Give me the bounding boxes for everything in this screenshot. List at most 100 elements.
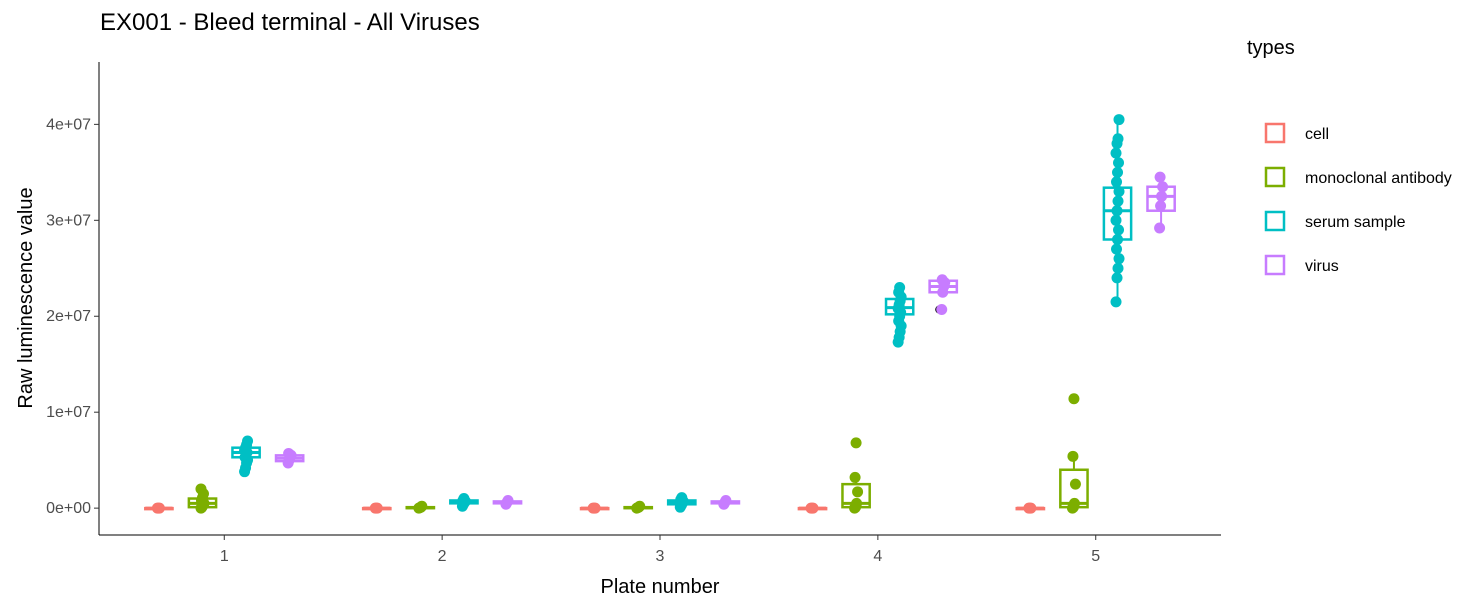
y-axis-title: Raw luminescence value (15, 187, 37, 408)
legend-title: types (1247, 37, 1295, 59)
x-axis-ticks: 1 2 3 4 5 (220, 535, 1100, 565)
x-tick-label: 1 (220, 548, 229, 565)
legend-label: monoclonal antibody (1305, 170, 1452, 187)
data-point (416, 500, 428, 512)
y-tick-label: 2e+07 (46, 308, 91, 325)
boxplot (1102, 114, 1133, 308)
data-point (634, 500, 646, 512)
data-point (1111, 243, 1123, 255)
data-point (1068, 393, 1080, 405)
x-tick-label: 5 (1091, 548, 1100, 565)
x-axis-title: Plate number (601, 576, 720, 598)
boxplot (884, 281, 915, 348)
series-cell (144, 502, 1046, 514)
data-point (894, 281, 906, 293)
data-point (1110, 147, 1122, 159)
data-point (852, 486, 864, 498)
data-point (1112, 133, 1124, 145)
data-point (1113, 114, 1125, 126)
legend-key (1264, 122, 1286, 144)
x-tick-label: 3 (656, 548, 665, 565)
boxplot (231, 435, 261, 478)
data-point (1157, 181, 1169, 193)
legend-label: cell (1305, 126, 1329, 143)
data-point (676, 492, 688, 504)
legend-label: serum sample (1305, 214, 1406, 231)
data-point (1113, 157, 1125, 169)
data-point (1113, 186, 1125, 198)
plot-area (144, 114, 1176, 514)
data-point (1112, 262, 1124, 274)
data-point (1155, 200, 1167, 212)
data-point (283, 447, 295, 459)
y-tick-label: 0e+00 (46, 500, 91, 517)
data-point (1067, 450, 1079, 462)
x-tick-label: 4 (873, 548, 882, 565)
boxplot (928, 274, 959, 316)
boxplot (361, 502, 392, 514)
boxplot (841, 437, 871, 514)
data-point (589, 502, 601, 514)
data-point (850, 437, 862, 449)
data-point (1156, 190, 1168, 202)
data-point (807, 502, 819, 514)
boxplot (710, 494, 741, 510)
legend-label: virus (1305, 258, 1339, 275)
data-point (371, 502, 383, 514)
x-tick-label: 2 (438, 548, 447, 565)
y-tick-label: 3e+07 (46, 212, 91, 229)
data-point (153, 502, 165, 514)
chart-title: EX001 - Bleed terminal - All Viruses (100, 9, 480, 36)
data-point (1113, 253, 1125, 265)
data-point (1025, 502, 1037, 514)
series-serum-sample (231, 114, 1133, 513)
boxplot (1146, 171, 1176, 234)
data-point (502, 494, 514, 506)
legend-item: monoclonal antibody (1264, 166, 1452, 188)
boxplot (623, 500, 654, 514)
data-point (1154, 222, 1166, 234)
data-point (1068, 497, 1080, 509)
boxplot (666, 492, 697, 513)
data-point (1110, 214, 1122, 226)
data-point (1111, 205, 1123, 217)
legend-key (1264, 254, 1286, 276)
data-point (720, 494, 732, 506)
data-point (195, 483, 207, 495)
boxplot (274, 447, 305, 469)
legend: types cell monoclonal antibody serum sampl… (1247, 37, 1452, 276)
legend-key (1264, 166, 1286, 188)
boxplot (492, 494, 523, 510)
legend-key (1264, 210, 1286, 232)
series-virus (274, 171, 1176, 510)
data-point (458, 493, 470, 505)
boxplot (1015, 502, 1046, 514)
boxplot (405, 500, 436, 514)
data-point (851, 497, 863, 509)
y-axis-ticks: 0e+00 1e+07 2e+07 3e+07 4e+07 (46, 116, 99, 517)
legend-item: serum sample (1264, 210, 1406, 232)
boxplot (1059, 393, 1089, 514)
y-tick-label: 1e+07 (46, 404, 91, 421)
boxplot (187, 483, 218, 514)
data-point (849, 471, 861, 483)
boxplot (579, 502, 610, 514)
data-point (1110, 296, 1122, 308)
data-point (242, 435, 254, 447)
y-tick-label: 4e+07 (46, 116, 91, 133)
data-point (936, 304, 948, 316)
legend-item: cell (1264, 122, 1329, 144)
data-point (1154, 171, 1166, 183)
data-point (1111, 272, 1123, 284)
legend-item: virus (1264, 254, 1339, 276)
boxplot (144, 502, 174, 514)
data-point (1113, 224, 1125, 236)
data-point (1112, 166, 1124, 178)
data-point (1112, 233, 1124, 245)
data-point (936, 274, 948, 286)
boxplot (449, 493, 479, 512)
data-point (1069, 478, 1081, 490)
boxplot (797, 502, 828, 514)
series-monoclonal-antibody (187, 393, 1089, 514)
